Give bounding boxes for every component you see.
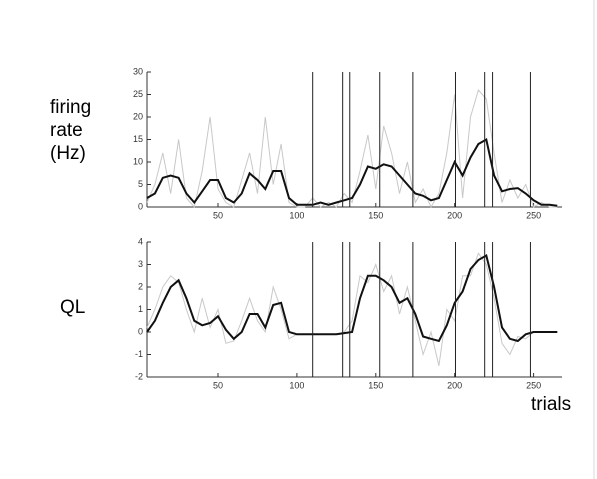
y-tick-label: 0 [138,326,143,336]
y-tick-label: 15 [133,134,143,144]
x-tick-label: 150 [368,380,383,390]
x-tick-label: 250 [526,210,541,220]
y-tick-label: 1 [138,304,143,314]
x-tick-label: 200 [447,210,462,220]
y-tick-label: 20 [133,111,143,121]
y-tick-label: 30 [133,66,143,76]
y-tick-label: -1 [135,349,143,359]
x-tick-label: 250 [526,380,541,390]
x-tick-label: 50 [213,380,223,390]
y-tick-label: 2 [138,281,143,291]
y-tick-label: 25 [133,89,143,99]
data-line [146,88,558,209]
y-tick-label: 0 [138,201,143,211]
y-tick-label: 4 [138,236,143,246]
y-axis-label: firing rate (Hz) [50,97,92,164]
y-axis-label: QL [60,297,86,318]
x-tick-label: 200 [447,380,462,390]
data-line [146,137,558,207]
x-axis-label: trials [531,394,572,415]
data-line [146,253,558,343]
y-tick-label: 10 [133,156,143,166]
x-tick-label: 50 [213,210,223,220]
data-line [146,252,558,366]
x-tick-label: 100 [289,210,304,220]
x-tick-label: 100 [289,380,304,390]
y-tick-label: 5 [138,179,143,189]
x-tick-label: 150 [368,210,383,220]
y-tick-label: 3 [138,259,143,269]
y-tick-label: -2 [135,371,143,381]
